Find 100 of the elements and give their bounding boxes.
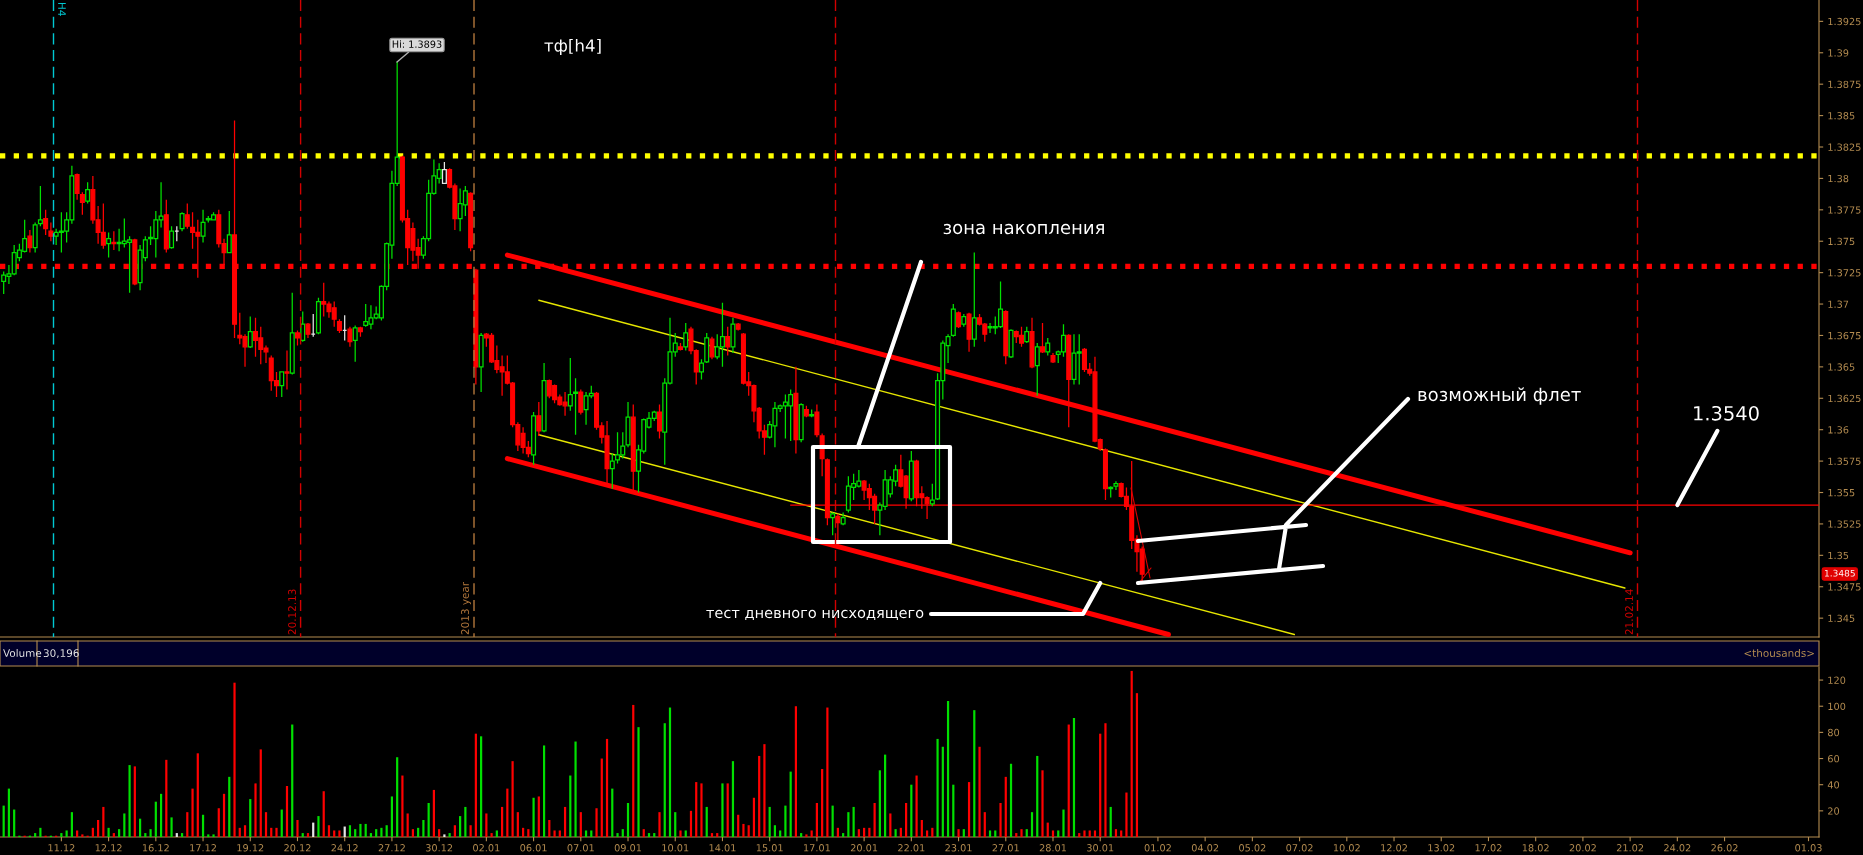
bar: [1135, 693, 1139, 837]
bar: [569, 775, 572, 837]
candlestick: [1050, 352, 1056, 364]
bar: [999, 803, 1002, 837]
bar: [962, 829, 965, 837]
candlestick: [48, 221, 54, 242]
bar: [595, 808, 598, 837]
bar: [521, 827, 525, 837]
bar: [527, 829, 530, 837]
candlestick: [100, 202, 106, 250]
text: 1.3485: [1824, 569, 1855, 577]
candlestick: [615, 431, 621, 465]
bar: [590, 830, 593, 837]
x-tick-label: 20.01: [850, 844, 878, 852]
bar: [1114, 829, 1118, 837]
bar: [1030, 812, 1034, 837]
annotation: 21.02.14: [1625, 589, 1633, 635]
bar: [925, 830, 929, 837]
candlestick: [950, 303, 956, 338]
candlestick: [840, 511, 846, 526]
candlestick: [803, 405, 809, 418]
bar: [847, 812, 850, 837]
bar: [946, 701, 950, 837]
candlestick: [111, 230, 117, 251]
bar: [375, 829, 378, 837]
bar: [679, 830, 682, 837]
candlestick: [79, 191, 85, 216]
candlestick: [106, 231, 112, 259]
candlestick: [531, 411, 537, 466]
bar: [170, 817, 173, 837]
bar: [380, 827, 383, 837]
bar: [983, 812, 986, 837]
x-tick-label: 12.12: [95, 844, 122, 852]
annotation: возможный флет: [1418, 387, 1581, 405]
x-tick-label: 30.12: [425, 844, 453, 852]
candlestick: [226, 210, 232, 254]
bar: [1051, 830, 1055, 837]
candlestick: [683, 322, 689, 352]
candlestick: [573, 377, 579, 436]
bar: [915, 775, 918, 837]
y-axis-title: <thousands>: [1744, 648, 1814, 658]
bar: [668, 707, 672, 837]
bar: [742, 823, 745, 837]
bar: [149, 829, 152, 837]
bar: [810, 830, 813, 837]
bar: [663, 723, 666, 837]
bar: [81, 834, 84, 837]
bar: [747, 825, 750, 837]
bar: [936, 738, 939, 837]
x-tick-label: 26.02: [1711, 844, 1738, 852]
x-tick-label: 17.02: [1475, 844, 1502, 852]
x-tick-label: 28.01: [1039, 844, 1067, 852]
bar: [794, 706, 798, 837]
x-tick-label: 05.02: [1239, 844, 1266, 852]
bar: [532, 797, 535, 837]
bar: [705, 806, 708, 837]
candlestick: [578, 388, 584, 416]
candlestick: [163, 199, 169, 254]
candlestick: [966, 312, 972, 353]
bar: [558, 830, 561, 837]
bar: [726, 783, 729, 837]
candlestick: [300, 310, 306, 343]
bar: [973, 710, 976, 837]
candlestick: [609, 452, 615, 490]
bar: [159, 793, 163, 837]
x-tick-label: 22.01: [898, 844, 925, 852]
candlestick: [798, 402, 804, 443]
bar: [107, 827, 110, 837]
y-tick-label: 1.38: [1828, 174, 1849, 183]
x-tick-label: 06.01: [520, 844, 547, 852]
candlestick: [347, 326, 353, 348]
bar: [165, 759, 168, 837]
bar: [254, 783, 257, 837]
candlestick: [625, 401, 631, 448]
candlestick: [169, 225, 175, 250]
candlestick: [1034, 342, 1040, 397]
bar: [537, 796, 540, 837]
bar: [459, 816, 462, 837]
bar: [385, 825, 388, 837]
bar: [222, 793, 226, 837]
candlestick: [357, 326, 363, 338]
y-tick-label: 1.3775: [1828, 206, 1861, 214]
candlestick: [174, 225, 180, 242]
y-tick-label: 1.3675: [1828, 331, 1861, 340]
bar: [894, 829, 897, 837]
bar: [201, 814, 205, 837]
bar: [789, 771, 792, 837]
candlestick: [1108, 485, 1114, 499]
chart-title: Volume: [3, 648, 42, 658]
candlestick: [468, 191, 474, 252]
y-tick-label: 100: [1828, 702, 1846, 711]
bar: [2, 805, 5, 837]
x-tick-label: 01.03: [1795, 844, 1822, 852]
candlestick: [1113, 480, 1119, 491]
bar: [695, 782, 698, 837]
bar: [275, 827, 278, 837]
annotation: тф[h4]: [544, 38, 601, 56]
bar: [285, 786, 289, 837]
bar: [621, 829, 624, 837]
bar: [322, 791, 325, 837]
